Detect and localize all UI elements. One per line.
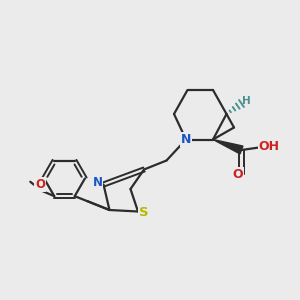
Text: O: O (232, 167, 243, 181)
Text: N: N (181, 133, 191, 146)
Text: H: H (242, 95, 250, 106)
Polygon shape (213, 140, 243, 154)
Text: S: S (139, 206, 148, 220)
Text: N: N (92, 176, 103, 190)
Text: O: O (35, 178, 45, 191)
Text: OH: OH (259, 140, 280, 154)
